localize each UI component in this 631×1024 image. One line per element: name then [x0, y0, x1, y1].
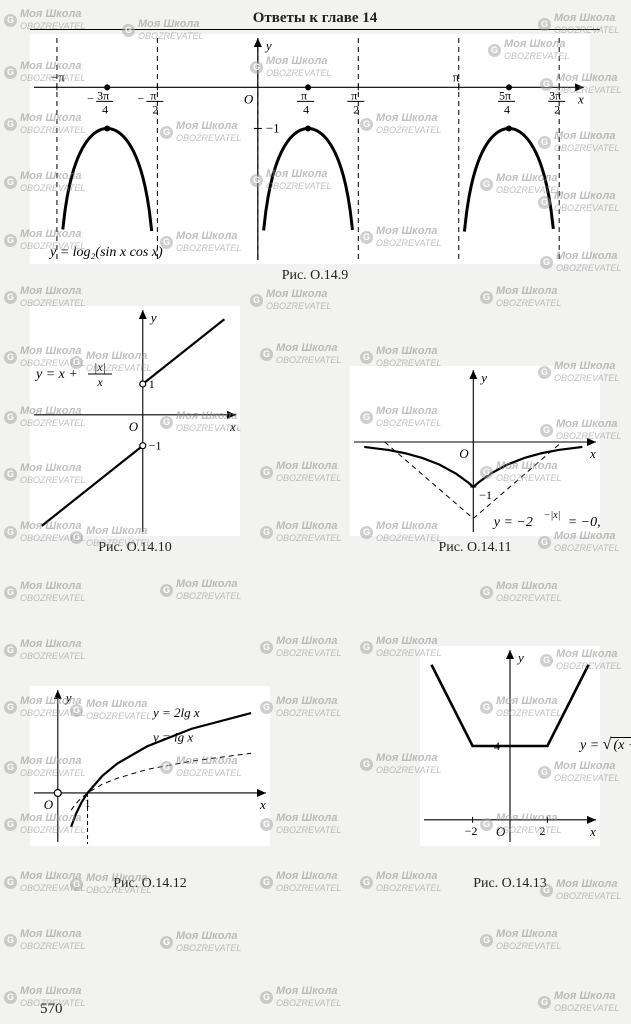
svg-text:4: 4 [303, 102, 309, 116]
svg-text:−: − [87, 91, 94, 105]
svg-text:−2: −2 [465, 824, 478, 838]
svg-text:π: π [150, 88, 156, 102]
svg-text:y = x +: y = x + [34, 367, 78, 382]
page: Ответы к главе 14 xyO−π− 3π4− π2π4π2π5π4… [30, 10, 600, 1010]
svg-text:−1: −1 [266, 120, 280, 135]
figure-11-caption: Рис. О.14.11 [438, 540, 511, 556]
svg-text:π: π [351, 88, 357, 102]
svg-text:O: O [459, 446, 469, 461]
svg-text:O: O [129, 419, 139, 434]
figure-12: xyO1y = 2lg xy = lg x [30, 686, 270, 846]
svg-text:O: O [244, 91, 254, 106]
figure-9-caption: Рис. О.14.9 [30, 268, 600, 284]
svg-text:2: 2 [353, 102, 359, 116]
svg-text:2: 2 [554, 102, 560, 116]
header-rule [30, 29, 600, 30]
svg-text:|x|: |x| [94, 360, 106, 374]
figure-10: xyO1−1y = x + |x|x [30, 306, 240, 536]
svg-text:−1: −1 [149, 439, 162, 453]
svg-text:π: π [453, 69, 460, 84]
svg-text:x: x [229, 419, 236, 434]
svg-text:2: 2 [539, 824, 545, 838]
page-title: Ответы к главе 14 [30, 10, 600, 27]
svg-text:−π: −π [51, 69, 65, 84]
svg-text:−: − [137, 91, 144, 105]
svg-text:x: x [96, 375, 103, 389]
svg-text:4: 4 [504, 102, 510, 116]
svg-text:x: x [589, 446, 596, 461]
page-number: 570 [40, 1001, 63, 1018]
svg-text:π: π [301, 88, 307, 102]
svg-text:3π: 3π [549, 88, 561, 102]
figure-12-caption: Рис. О.14.12 [113, 876, 187, 892]
svg-text:5π: 5π [499, 88, 511, 102]
svg-text:4: 4 [102, 102, 108, 116]
svg-text:2: 2 [152, 102, 158, 116]
figure-11: xyO−1y = −2−|x| = −0,5|x| [350, 366, 600, 536]
svg-text:y: y [479, 370, 487, 385]
svg-text:−|x|: −|x| [544, 510, 561, 521]
svg-text:y: y [516, 650, 524, 665]
svg-text:O: O [44, 797, 54, 812]
svg-text:−1: −1 [479, 488, 492, 502]
svg-text:y = lg x: y = lg x [151, 729, 193, 744]
svg-text:y: y [264, 38, 272, 53]
svg-text:3π: 3π [97, 88, 109, 102]
svg-text:y = 2lg x: y = 2lg x [151, 705, 200, 720]
svg-text:y: y [64, 690, 72, 705]
svg-text:y = log₂(sin x cos x): y = log₂(sin x cos x) [48, 245, 163, 260]
svg-text:x: x [589, 824, 596, 839]
svg-text:O: O [496, 824, 506, 839]
figure-13-equation: y = √(x + 2)² + √(x − 2)² [580, 736, 631, 754]
figure-10-caption: Рис. О.14.10 [98, 540, 172, 556]
figure-13-caption: Рис. О.14.13 [473, 876, 547, 892]
figure-9: xyO−π− 3π4− π2π4π2π5π43π2−1y = log₂(sin … [30, 34, 590, 264]
svg-text:x: x [259, 797, 266, 812]
svg-text:y: y [149, 310, 157, 325]
figure-13: xyO−224y = √(x + 2)² + √(x − 2)² [420, 646, 600, 846]
svg-text:y = −2: y = −2 [492, 515, 533, 530]
svg-text:x: x [577, 91, 584, 106]
svg-text:= −0,5: = −0,5 [568, 515, 600, 530]
